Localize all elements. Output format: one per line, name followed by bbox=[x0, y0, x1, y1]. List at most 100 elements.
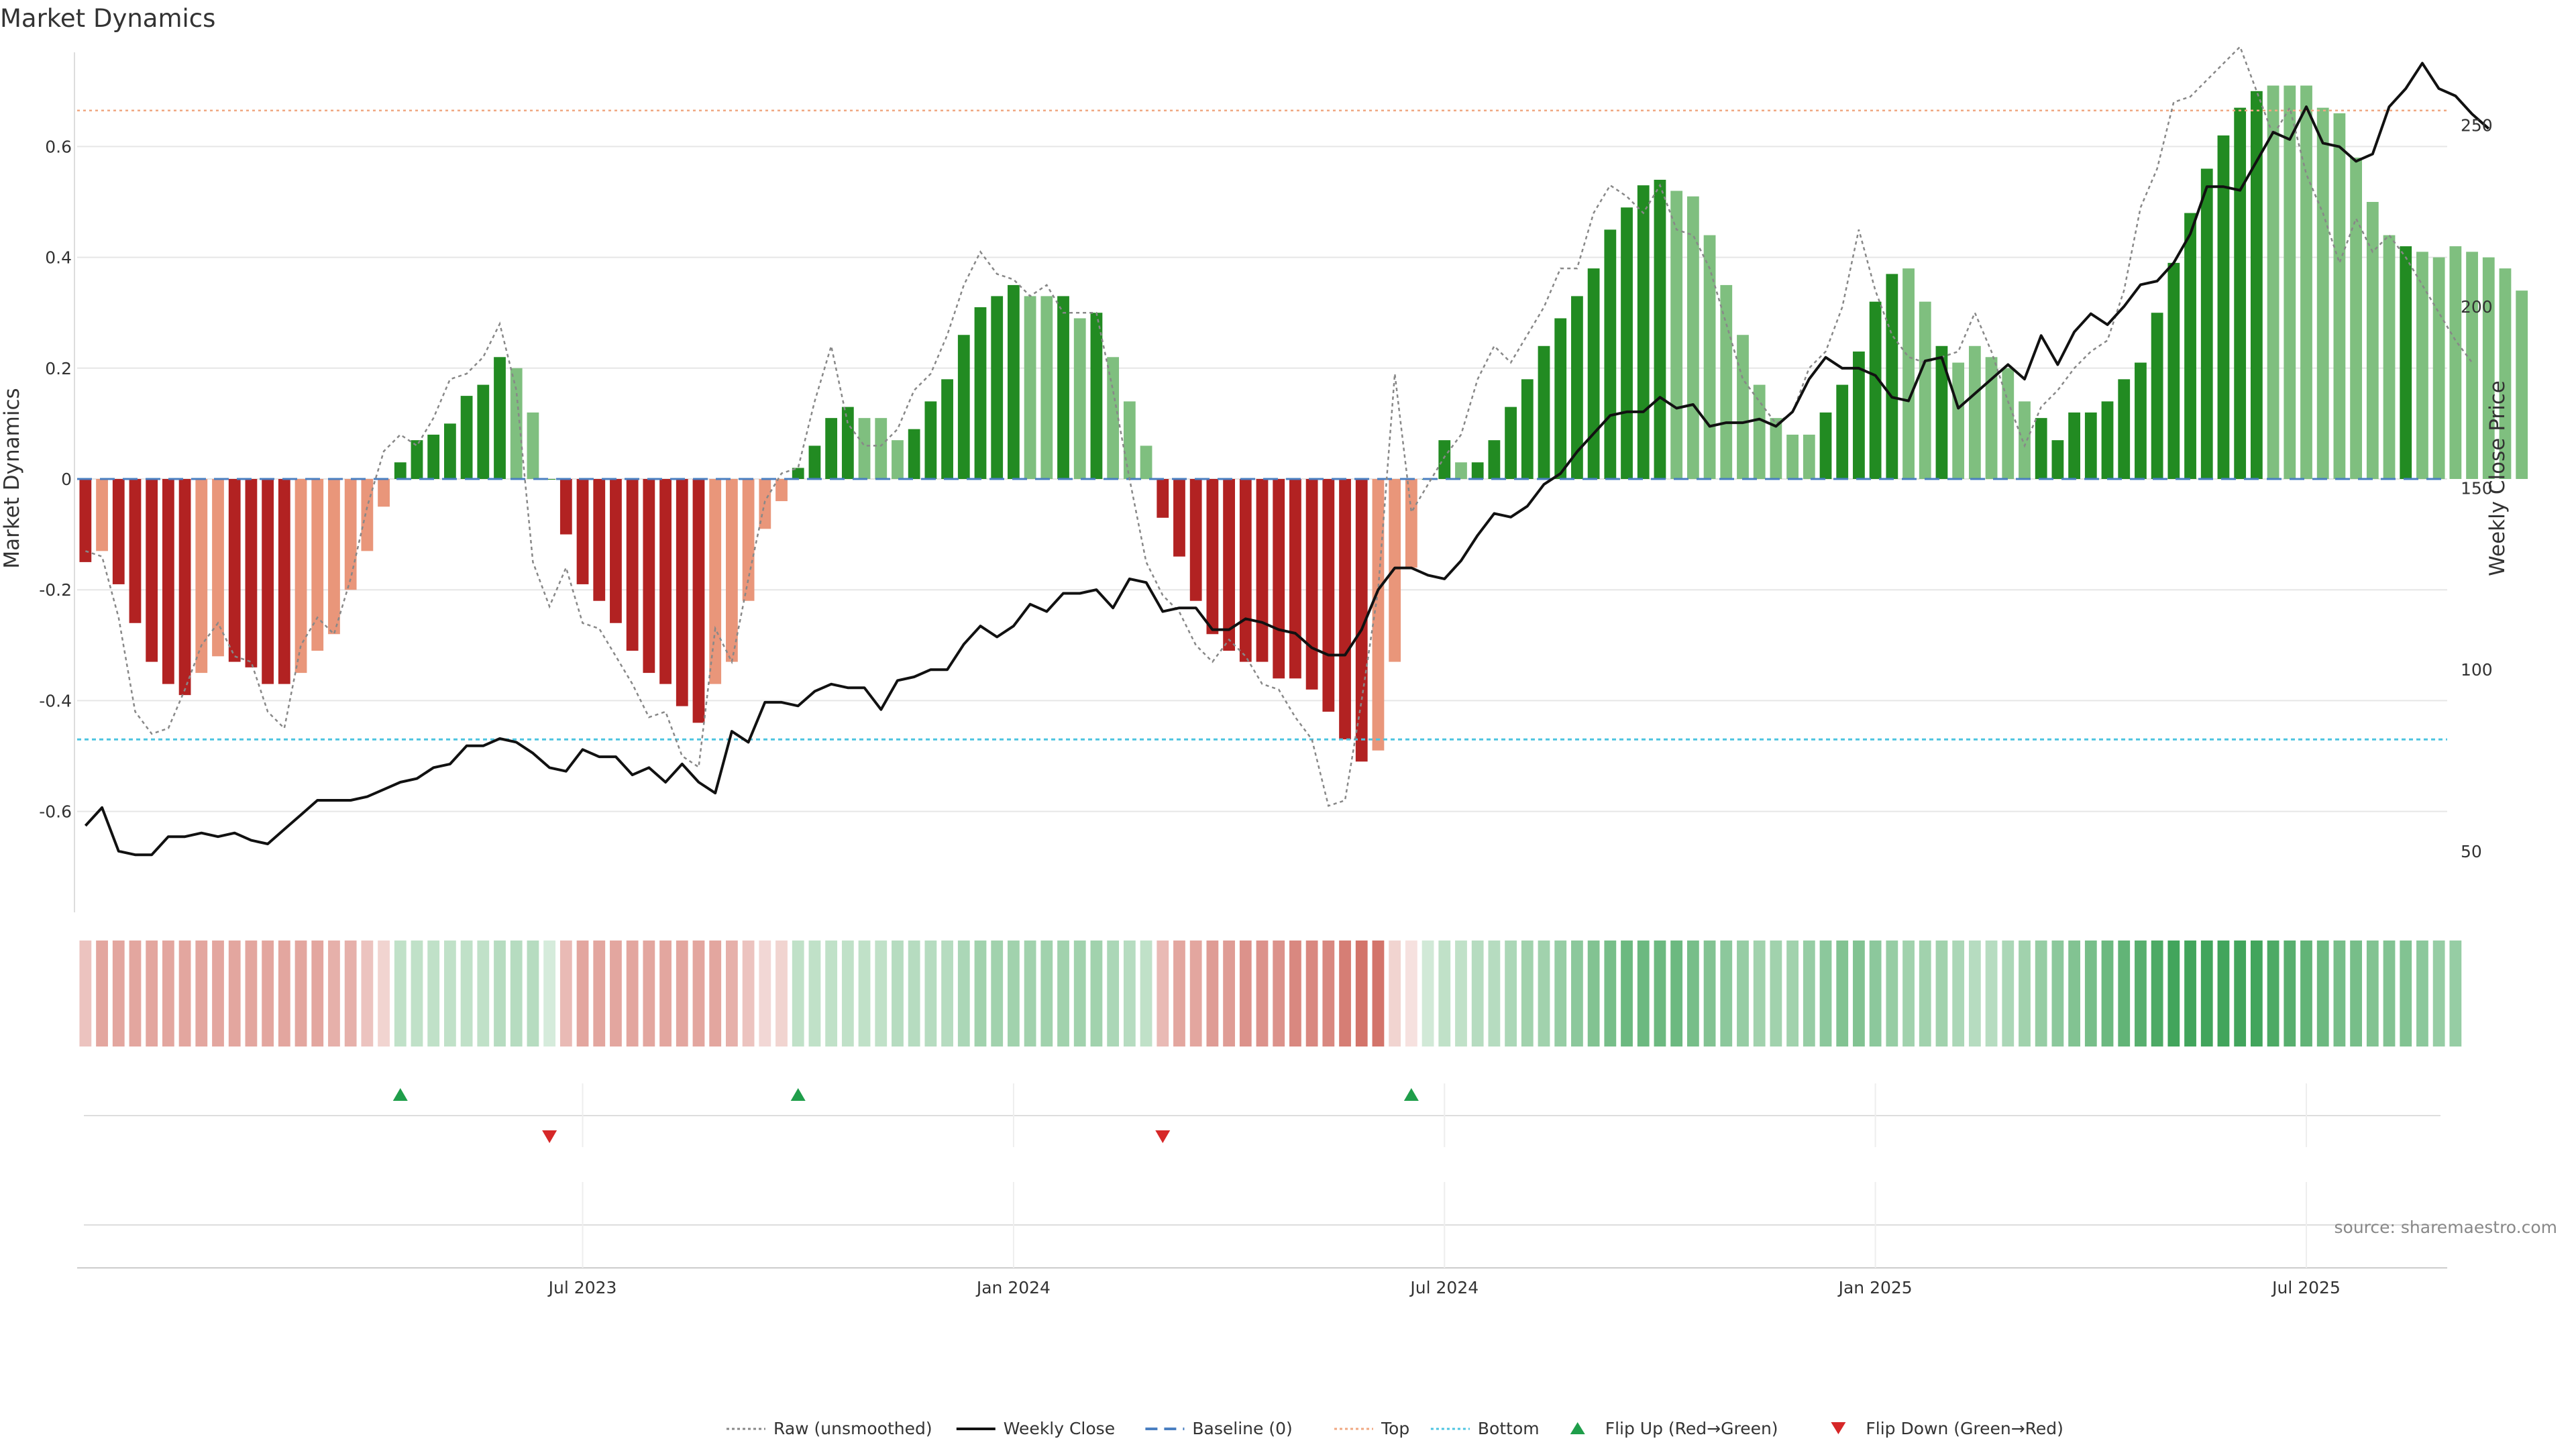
x-tick-label: Jan 2024 bbox=[975, 1278, 1051, 1297]
dynamics-bar bbox=[361, 479, 374, 551]
heat-cell bbox=[278, 941, 290, 1046]
heat-cell bbox=[1836, 941, 1849, 1046]
heat-cell bbox=[2184, 941, 2196, 1046]
heat-cell bbox=[1935, 941, 1948, 1046]
heat-cell bbox=[1173, 941, 1185, 1046]
legend-item: Flip Up (Red→Green) bbox=[1570, 1419, 1778, 1438]
dynamics-bar bbox=[1819, 412, 1832, 479]
x-tick-label: Jul 2025 bbox=[2271, 1278, 2341, 1297]
dynamics-bar bbox=[841, 407, 854, 479]
heat-cell bbox=[2316, 941, 2329, 1046]
dynamics-bar bbox=[460, 396, 473, 479]
heat-cell bbox=[178, 941, 191, 1046]
y-tick-label: -0.6 bbox=[39, 802, 72, 822]
heat-cell bbox=[1273, 941, 1285, 1046]
dynamics-bar bbox=[1952, 362, 1965, 479]
dynamics-bar bbox=[178, 479, 191, 696]
heat-cell bbox=[2234, 941, 2247, 1046]
heat-cell bbox=[1919, 941, 1931, 1046]
heat-cell bbox=[1604, 941, 1617, 1046]
dynamics-bar bbox=[328, 479, 340, 635]
heat-cell bbox=[1819, 941, 1832, 1046]
dynamics-bar bbox=[2350, 157, 2363, 479]
dynamics-bar bbox=[2051, 440, 2064, 479]
heat-cell bbox=[1985, 941, 1998, 1046]
heat-cell bbox=[2068, 941, 2081, 1046]
heat-cell bbox=[2135, 941, 2147, 1046]
dynamics-bar bbox=[2466, 252, 2478, 479]
dynamics-bar bbox=[1703, 235, 1716, 479]
dynamics-bar bbox=[1322, 479, 1335, 712]
dynamics-bar bbox=[1123, 401, 1136, 479]
heat-cell bbox=[1902, 941, 1915, 1046]
dynamics-bar bbox=[1008, 284, 1020, 479]
dynamics-bar bbox=[576, 479, 589, 584]
heat-cell bbox=[1073, 941, 1086, 1046]
dynamics-bar bbox=[593, 479, 606, 601]
legend-label: Top bbox=[1381, 1419, 1409, 1438]
heat-cell bbox=[2019, 941, 2031, 1046]
dynamics-bar bbox=[1505, 407, 1517, 479]
heat-cell bbox=[2084, 941, 2097, 1046]
dynamics-bar bbox=[1538, 345, 1550, 479]
heat-cell bbox=[2035, 941, 2047, 1046]
heat-cell bbox=[2167, 941, 2180, 1046]
dynamics-bar bbox=[2035, 418, 2047, 479]
heat-cell bbox=[643, 941, 655, 1046]
heat-cell bbox=[1505, 941, 1517, 1046]
heat-cell bbox=[411, 941, 423, 1046]
y-tick-label: 0.4 bbox=[45, 248, 72, 268]
heat-cell bbox=[378, 941, 390, 1046]
heat-cell bbox=[328, 941, 340, 1046]
dynamics-bar bbox=[2300, 85, 2312, 479]
heat-cell bbox=[841, 941, 854, 1046]
heat-cell bbox=[112, 941, 125, 1046]
dynamics-bar bbox=[2234, 107, 2247, 479]
heat-cell bbox=[1521, 941, 1534, 1046]
dynamics-bar bbox=[1107, 357, 1120, 479]
heat-cell bbox=[2350, 941, 2363, 1046]
heat-cell bbox=[626, 941, 639, 1046]
heat-cell bbox=[659, 941, 672, 1046]
heat-cell bbox=[1621, 941, 1633, 1046]
heat-cell bbox=[1455, 941, 1467, 1046]
heat-cell bbox=[1753, 941, 1766, 1046]
dynamics-bar bbox=[195, 479, 208, 674]
dynamics-bar bbox=[2002, 368, 2015, 479]
dynamics-bar bbox=[792, 468, 804, 479]
heat-cell bbox=[1405, 941, 1417, 1046]
heat-cell bbox=[924, 941, 937, 1046]
heat-cell bbox=[941, 941, 953, 1046]
heat-cell bbox=[527, 941, 539, 1046]
dynamics-bar bbox=[742, 479, 755, 601]
dynamics-bar bbox=[344, 479, 357, 590]
heat-cell bbox=[1305, 941, 1318, 1046]
heat-cell bbox=[294, 941, 307, 1046]
heat-cell bbox=[96, 941, 108, 1046]
dynamics-bar bbox=[1621, 207, 1633, 479]
dynamics-bar bbox=[2151, 313, 2163, 479]
heat-cell bbox=[443, 941, 456, 1046]
legend: Raw (unsmoothed) Weekly Close Baseline (0)… bbox=[727, 1419, 2063, 1438]
heat-cell bbox=[212, 941, 224, 1046]
dynamics-bar bbox=[543, 479, 556, 480]
dynamics-bar bbox=[294, 479, 307, 674]
heat-cell bbox=[1770, 941, 1782, 1046]
heat-cell bbox=[311, 941, 324, 1046]
dynamics-bar bbox=[2084, 412, 2097, 479]
heat-cell bbox=[808, 941, 821, 1046]
dynamics-bar bbox=[262, 479, 274, 684]
dynamics-bar bbox=[1935, 345, 1948, 479]
dynamics-bar bbox=[775, 479, 788, 502]
flip-up-marker bbox=[392, 1088, 408, 1101]
dynamics-bar bbox=[1853, 352, 1865, 479]
legend-label: Bottom bbox=[1478, 1419, 1540, 1438]
dynamics-bar bbox=[1488, 440, 1501, 479]
heat-cell bbox=[2101, 941, 2114, 1046]
dynamics-bar bbox=[974, 307, 987, 479]
heat-cell bbox=[1123, 941, 1136, 1046]
dynamics-bar bbox=[1339, 479, 1351, 740]
heat-cell bbox=[1968, 941, 1981, 1046]
heat-cell bbox=[742, 941, 755, 1046]
